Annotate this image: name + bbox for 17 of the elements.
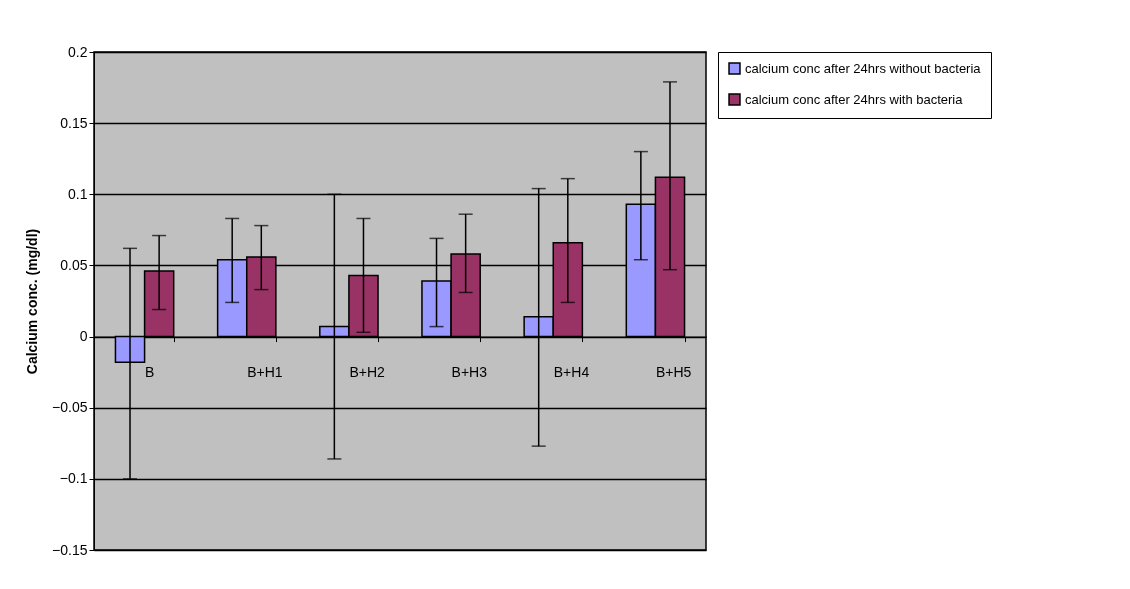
- legend-label: calcium conc after 24hrs without bacteria: [745, 60, 982, 76]
- y-tick-label: 0.15: [60, 114, 88, 131]
- y-tick-label: −0.1: [59, 470, 88, 487]
- legend-label: calcium conc after 24hrs with bacteria: [745, 91, 964, 107]
- y-tick-label: 0: [79, 328, 88, 345]
- y-axis-title: Calcium conc. (mg/dl): [24, 228, 41, 375]
- y-tick-label: 0.2: [68, 43, 88, 60]
- y-tick-label: 0.05: [60, 256, 88, 273]
- x-tick-label: B+H3: [451, 364, 488, 381]
- x-tick-label: B+H2: [349, 364, 386, 381]
- y-tick-label: −0.05: [52, 399, 88, 416]
- x-tick-label: B+H1: [247, 364, 283, 381]
- y-tick-label: −0.15: [52, 541, 88, 558]
- x-tick-label: B: [145, 364, 155, 381]
- x-tick-label: B+H4: [553, 364, 590, 381]
- x-tick-label: B+H5: [655, 364, 692, 381]
- y-tick-label: 0.1: [68, 185, 88, 202]
